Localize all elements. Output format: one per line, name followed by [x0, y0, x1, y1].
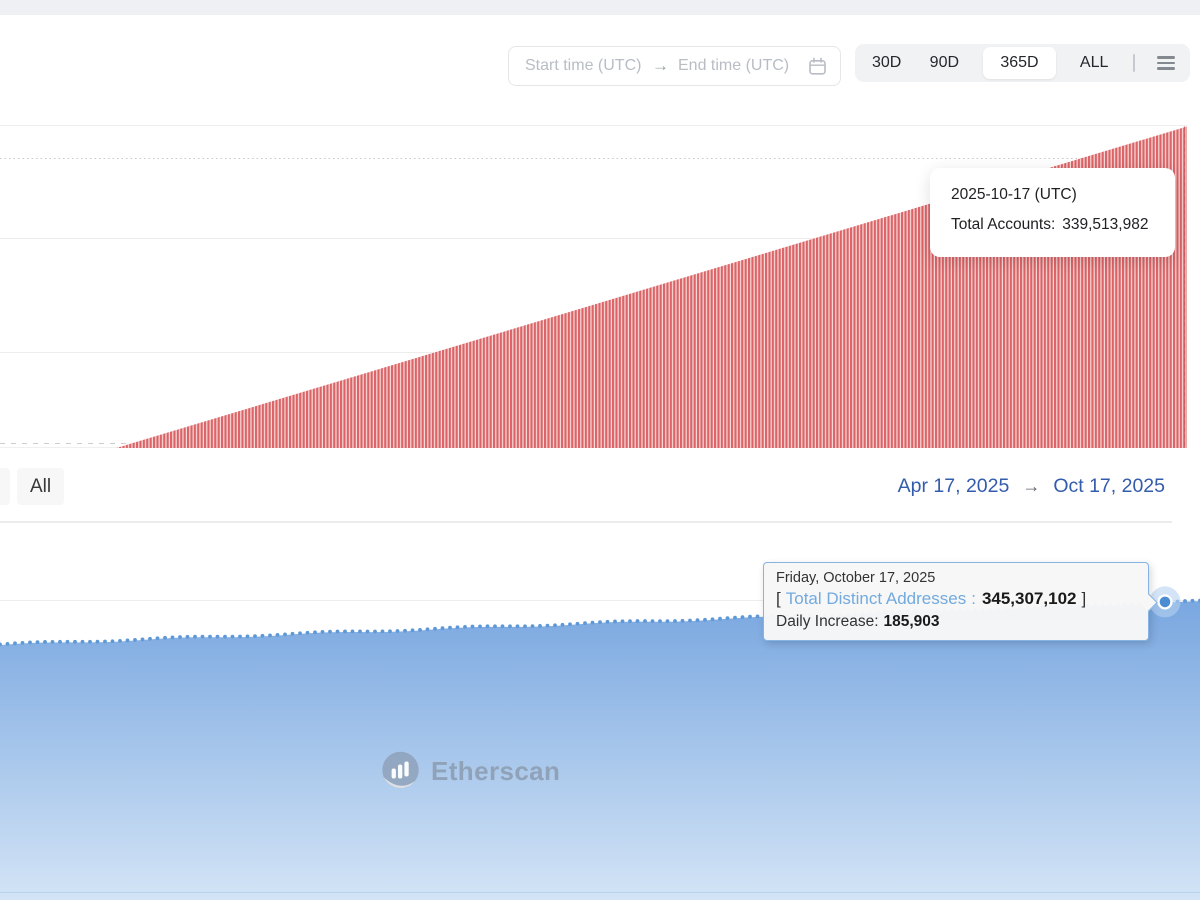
charts-separator	[0, 521, 1172, 523]
calendar-icon[interactable]	[808, 57, 827, 76]
start-time-input[interactable]	[525, 57, 643, 75]
addresses-tooltip-value-line: [Total Distinct Addresses:345,307,102]	[776, 589, 1087, 608]
last-point-marker	[1149, 586, 1181, 618]
accounts-tooltip-date: 2025-10-17 (UTC)	[951, 186, 1077, 203]
addresses-series-label: Total Distinct Addresses	[785, 589, 967, 608]
total-accounts-chart[interactable]	[0, 125, 1187, 448]
daily-increase-value: 185,903	[883, 613, 940, 630]
addresses-tooltip-value: 345,307,102	[981, 589, 1077, 608]
zoom-button-partial[interactable]	[0, 468, 10, 505]
addresses-daily-line: Daily Increase: 185,903	[776, 613, 1136, 631]
tabs-divider	[1132, 54, 1135, 72]
total-accounts-chart-svg[interactable]	[0, 125, 1187, 448]
daily-increase-label: Daily Increase:	[776, 613, 879, 630]
addresses-tooltip-date: Friday, October 17, 2025	[776, 570, 936, 586]
range-to-input[interactable]: Oct 17, 2025	[1053, 475, 1165, 497]
distinct-addresses-chart-svg[interactable]	[0, 523, 1200, 900]
accounts-tooltip: 2025-10-17 (UTC) Total Accounts: 339,513,…	[930, 168, 1175, 257]
menu-icon[interactable]	[1155, 53, 1177, 72]
end-time-input[interactable]	[678, 57, 796, 75]
range-to-arrow-icon: →	[1022, 476, 1041, 496]
etherscan-watermark: Etherscan	[381, 751, 560, 791]
datetime-range-input[interactable]: →	[508, 46, 841, 86]
range-tab-90d[interactable]: 90D	[929, 54, 960, 71]
range-arrow-icon: →	[652, 56, 669, 75]
addresses-tooltip: Friday, October 17, 2025 [Total Distinct…	[763, 562, 1158, 641]
selected-range: Apr 17, 2025 → Oct 17, 2025	[898, 468, 1165, 505]
range-tab-30d[interactable]: 30D	[872, 54, 902, 71]
accounts-tooltip-label: Total Accounts:	[951, 216, 1056, 233]
accounts-tooltip-value: 339,513,982	[1062, 216, 1149, 233]
range-tabs: 30D 90D 365D ALL	[855, 44, 1190, 82]
range-tab-365d[interactable]: 365D	[983, 47, 1056, 79]
distinct-addresses-chart[interactable]	[0, 523, 1200, 900]
etherscan-watermark-text: Etherscan	[431, 755, 561, 786]
range-tab-all[interactable]: ALL	[1079, 54, 1109, 71]
top-strip	[0, 0, 1200, 15]
etherscan-logo-icon	[382, 751, 419, 789]
zoom-all-button[interactable]: All	[17, 468, 64, 505]
range-from-input[interactable]: Apr 17, 2025	[897, 475, 1010, 497]
